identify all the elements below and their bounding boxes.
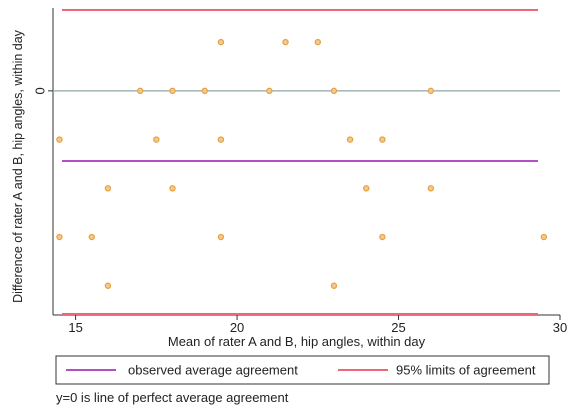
reference-lines	[53, 8, 560, 316]
x-tick-label: 20	[230, 320, 244, 335]
data-point	[314, 38, 322, 46]
data-point	[379, 233, 386, 241]
data-point	[217, 136, 225, 143]
data-point	[169, 185, 176, 192]
data-point	[56, 136, 63, 143]
data-point	[427, 185, 435, 192]
data-point	[104, 282, 112, 289]
data-point	[282, 38, 289, 46]
data-point	[88, 233, 95, 241]
data-point	[217, 233, 225, 241]
data-point	[330, 87, 338, 95]
y-axis-label: Difference of rater A and B, hip angles,…	[11, 29, 25, 303]
data-point	[217, 38, 225, 46]
data-point	[379, 136, 386, 143]
data-point	[540, 233, 548, 241]
x-tick-label: 30	[553, 320, 567, 335]
legend-label-observed: observed average agreement	[128, 363, 298, 378]
data-point	[330, 282, 338, 289]
y-tick-label: 0	[33, 87, 48, 94]
data-point	[363, 185, 370, 192]
data-point	[169, 87, 176, 95]
legend-box	[55, 355, 550, 385]
data-point	[153, 136, 160, 143]
data-point	[266, 87, 273, 95]
data-point	[104, 185, 112, 192]
chart-note: y=0 is line of perfect average agreement	[56, 390, 289, 405]
data-point	[201, 87, 208, 95]
data-point	[346, 136, 354, 143]
data-point	[56, 233, 63, 241]
x-tick-label: 15	[68, 320, 82, 335]
data-point	[427, 87, 435, 95]
legend-label-limits: 95% limits of agreement	[396, 363, 536, 378]
y-ticks: 0	[33, 87, 53, 94]
data-point	[136, 87, 144, 95]
data-points	[56, 38, 548, 289]
x-ticks: 15 20 25 30	[68, 315, 567, 335]
x-tick-label: 25	[391, 320, 405, 335]
x-axis-label: Mean of rater A and B, hip angles, withi…	[168, 334, 426, 349]
legend: observed average agreement 95% limits of…	[55, 355, 550, 385]
